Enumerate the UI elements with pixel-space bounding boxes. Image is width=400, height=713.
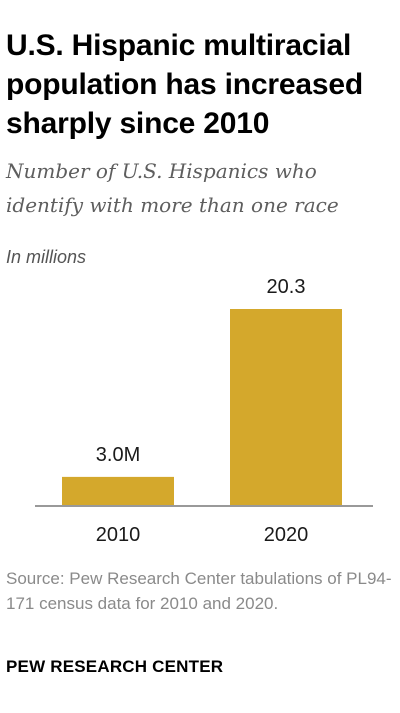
x-tick-label-group: 2010 2020 — [96, 524, 309, 546]
chart-subtitle: Number of U.S. Hispanics who identify wi… — [6, 159, 339, 217]
value-label-group: 3.0M 20.3 — [96, 276, 306, 466]
bar-group — [62, 309, 342, 506]
source-note: Source: Pew Research Center tabulations … — [6, 569, 392, 613]
bar-2020 — [230, 309, 342, 506]
bar-chart: 3.0M 20.3 2010 2020 — [35, 276, 373, 546]
units-label: In millions — [6, 247, 87, 267]
x-tick-label-2020: 2020 — [264, 524, 309, 546]
x-tick-label-2010: 2010 — [96, 524, 141, 546]
value-label-2020: 20.3 — [267, 276, 306, 298]
chart-title: U.S. Hispanic multiracial population has… — [6, 29, 363, 140]
brand-logo-text: PEW RESEARCH CENTER — [6, 657, 224, 676]
bar-2010 — [62, 476, 174, 506]
value-label-2010: 3.0M — [96, 444, 140, 466]
